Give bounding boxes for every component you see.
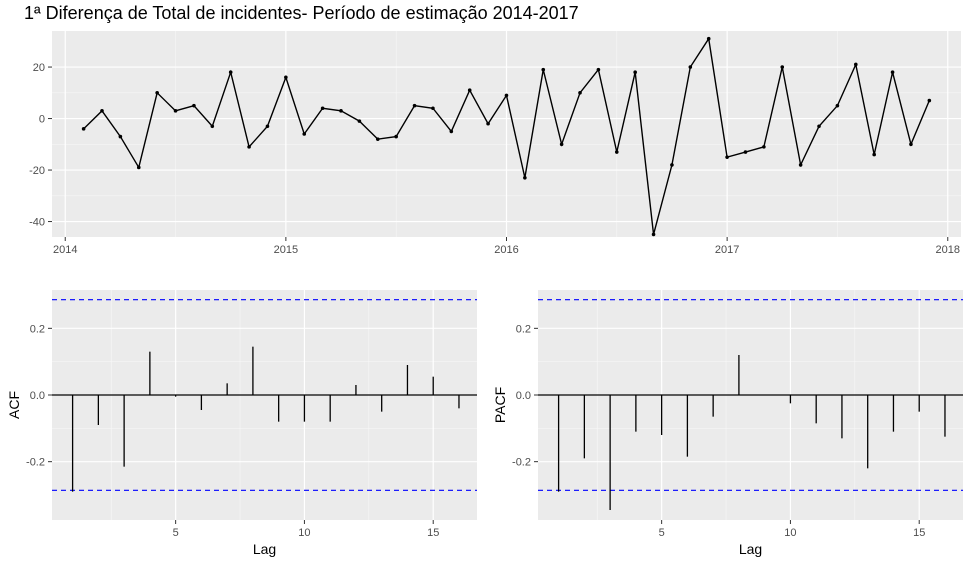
y-tick-label: 0.0	[516, 390, 531, 402]
data-point	[596, 67, 601, 72]
data-point	[798, 163, 803, 167]
data-point	[302, 132, 307, 136]
x-tick-label: 2015	[274, 244, 298, 256]
data-point	[541, 67, 546, 72]
data-point	[467, 88, 472, 93]
data-point	[835, 103, 840, 108]
y-tick-label: -40	[29, 217, 45, 229]
data-point	[81, 127, 86, 131]
data-point	[247, 145, 251, 149]
data-point	[872, 152, 876, 157]
data-point	[412, 103, 417, 108]
data-point	[706, 36, 711, 41]
y-tick-label: -0.2	[512, 457, 531, 469]
data-point	[559, 142, 564, 147]
y-tick-label: 0.2	[516, 323, 531, 335]
x-tick-label: 10	[784, 527, 796, 539]
data-point	[284, 75, 288, 80]
data-point	[651, 232, 656, 237]
data-point	[210, 124, 215, 129]
x-tick-label: 2018	[936, 244, 960, 256]
x-tick-label: 5	[659, 527, 665, 539]
data-point	[762, 145, 766, 149]
y-axis-title: PACF	[492, 387, 508, 423]
data-point	[688, 65, 693, 69]
data-point	[265, 124, 270, 129]
x-tick-label: 5	[173, 527, 179, 539]
x-tick-label: 15	[913, 527, 925, 539]
data-point	[228, 70, 233, 74]
y-tick-label: -0.2	[26, 457, 45, 469]
data-point	[100, 109, 104, 113]
x-tick-label: 2017	[715, 244, 739, 256]
data-point	[375, 137, 380, 141]
data-point	[890, 70, 895, 74]
data-point	[725, 155, 729, 159]
data-point	[927, 98, 932, 103]
plot-background	[52, 290, 477, 520]
data-point	[320, 106, 325, 111]
chart-title: 1ª Diferença de Total de incidentes- Per…	[24, 3, 579, 23]
y-axis-title: ACF	[6, 391, 22, 419]
x-tick-label: 15	[427, 527, 439, 539]
data-point	[743, 150, 748, 154]
data-point	[853, 62, 858, 67]
data-point	[486, 121, 490, 126]
data-point	[118, 134, 123, 139]
data-point	[817, 124, 821, 129]
y-tick-label: 20	[33, 62, 45, 74]
y-tick-label: -20	[29, 165, 45, 177]
data-point	[155, 91, 159, 95]
pacf-panel: 0.2 0.0 -0.2 5 10 15 Lag PACF	[492, 290, 963, 557]
data-point	[192, 103, 196, 108]
data-point	[523, 175, 527, 180]
data-point	[909, 142, 913, 147]
data-point	[578, 91, 582, 95]
data-point	[431, 106, 435, 111]
x-axis-title: Lag	[739, 541, 762, 557]
data-point	[136, 165, 141, 170]
data-point	[357, 119, 362, 123]
acf-panel: 0.2 0.0 -0.2 5 10 15 Lag ACF	[6, 290, 477, 557]
x-tick-label: 2016	[494, 244, 518, 256]
x-axis-title: Lag	[253, 541, 276, 557]
x-tick-label: 10	[298, 527, 310, 539]
data-point	[633, 70, 637, 74]
plot-background	[538, 290, 963, 520]
data-point	[504, 93, 509, 98]
y-tick-label: 0.2	[30, 323, 45, 335]
data-point	[339, 109, 343, 113]
y-tick-label: 0.0	[30, 390, 45, 402]
data-point	[449, 129, 454, 134]
y-tick-label: 0	[39, 114, 45, 126]
time-series-panel: 20 0 -20 -40 2014 2015 2016 2017 2018	[29, 31, 961, 256]
data-point	[780, 65, 785, 69]
data-point	[614, 150, 619, 154]
data-point	[670, 163, 674, 167]
x-tick-label: 2014	[53, 244, 77, 256]
data-point	[173, 109, 178, 113]
data-point	[394, 134, 398, 139]
